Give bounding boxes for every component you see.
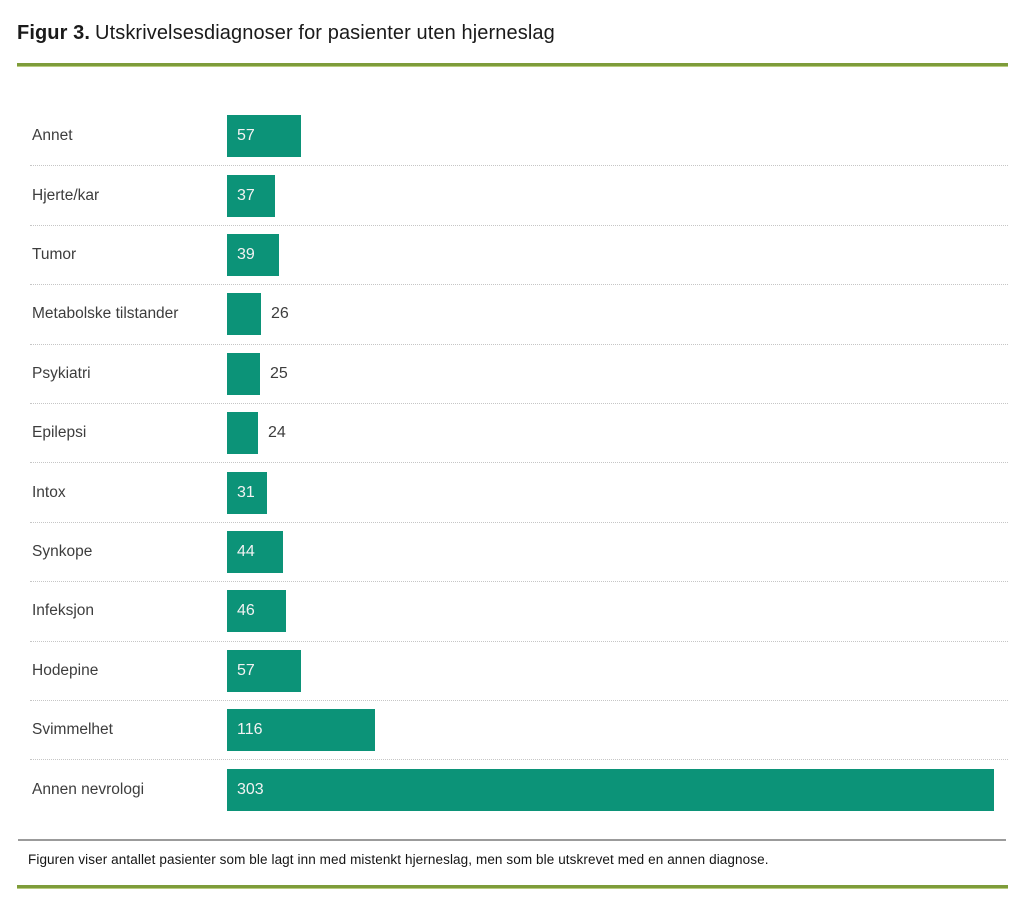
figure-number: Figur 3.: [17, 22, 91, 44]
category-label: Synkope: [32, 542, 93, 560]
bar: [227, 412, 258, 455]
chart-row: Metabolske tilstander 26: [30, 285, 1008, 345]
bar: 46: [227, 590, 286, 633]
category-label: Hodepine: [32, 661, 99, 679]
bar-value-label: 116: [237, 721, 263, 739]
bar-chart: Annet 57 Hjerte/kar 37 Tumor 39 Metabolske til…: [30, 107, 1008, 820]
category-label: Annen nevrologi: [32, 780, 145, 798]
bar-area: 46: [227, 590, 1008, 633]
bar: [227, 293, 261, 336]
bar: 44: [227, 530, 283, 573]
chart-row: Annet 57: [30, 107, 1008, 167]
category-label: Annet: [32, 127, 73, 145]
chart-row: Psykiatri 25: [30, 345, 1008, 404]
category-label: Intox: [32, 483, 66, 501]
bar-area: 44: [227, 530, 1008, 573]
bar-area: 31: [227, 471, 1008, 514]
footnote-divider-rule: [18, 839, 1006, 841]
bar: 39: [227, 233, 279, 276]
bar-area: 37: [227, 174, 1008, 217]
bar: 37: [227, 174, 275, 217]
bar-area: 116: [227, 709, 1008, 752]
bar: 57: [227, 115, 301, 158]
bar-area: 39: [227, 233, 1008, 276]
figure-footnote: Figuren viser antallet pasienter som ble…: [28, 852, 769, 867]
figure-title: Figur 3. Utskrivelsesdiagnoser for pasien…: [17, 22, 555, 45]
bar: 303: [227, 768, 994, 811]
chart-row: Epilepsi 24: [30, 404, 1008, 464]
bar-value-label: 303: [237, 780, 264, 798]
category-label: Tumor: [32, 245, 77, 263]
bar: 31: [227, 471, 267, 514]
chart-row: Tumor 39: [30, 226, 1008, 286]
chart-row: Hodepine 57: [30, 642, 1008, 701]
bar-value-label: 31: [237, 483, 255, 501]
chart-row: Intox 31: [30, 463, 1008, 523]
chart-row: Infeksjon 46: [30, 582, 1008, 642]
bar-area: 303: [227, 768, 1008, 811]
category-label: Psykiatri: [32, 364, 91, 382]
chart-row: Hjerte/kar 37: [30, 166, 1008, 226]
bar-area: 26: [227, 293, 1008, 336]
bar: [227, 352, 260, 395]
bar: 116: [227, 709, 375, 752]
bar-value-label: 39: [237, 245, 255, 263]
bar-value-label: 26: [271, 305, 289, 323]
bar-value-label: 37: [237, 186, 255, 204]
bar-value-label: 46: [237, 602, 255, 620]
category-label: Metabolske tilstander: [32, 305, 179, 323]
bottom-divider-rule: [17, 885, 1008, 889]
bar-value-label: 57: [237, 127, 255, 145]
bar-area: 24: [227, 412, 1008, 455]
category-label: Infeksjon: [32, 602, 95, 620]
bar: 57: [227, 649, 301, 692]
bar-area: 25: [227, 352, 1008, 395]
bar-value-label: 25: [270, 364, 288, 382]
chart-row: Svimmelhet 116: [30, 701, 1008, 761]
category-label: Hjerte/kar: [32, 186, 100, 204]
top-divider-rule: [17, 63, 1008, 67]
bar-value-label: 57: [237, 661, 255, 679]
category-label: Svimmelhet: [32, 721, 113, 739]
bar-area: 57: [227, 115, 1008, 158]
category-label: Epilepsi: [32, 424, 87, 442]
figure-title-text: Utskrivelsesdiagnoser for pasienter uten…: [95, 22, 555, 44]
bar-value-label: 24: [268, 424, 286, 442]
chart-row: Annen nevrologi 303: [30, 760, 1008, 819]
bar-value-label: 44: [237, 542, 255, 560]
bar-area: 57: [227, 649, 1008, 692]
chart-row: Synkope 44: [30, 523, 1008, 583]
